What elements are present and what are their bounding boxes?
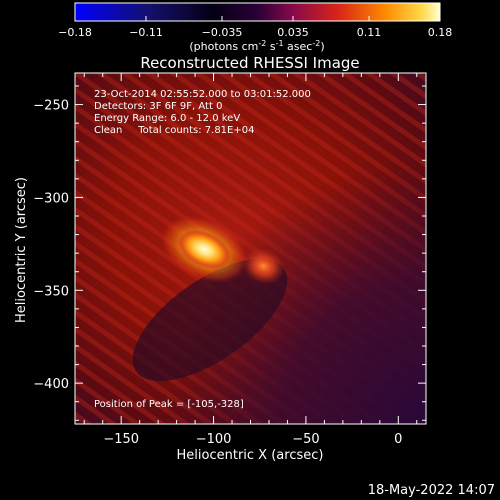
- heatmap-image: [75, 73, 426, 424]
- colorbar-tick-label: −0.11: [129, 26, 163, 39]
- y-axis-ticks: −250 −300 −350 −400: [33, 85, 426, 421]
- y-tick-label: −350: [33, 284, 69, 299]
- colorbar-ticks: −0.18 −0.11 −0.035 0.035 0.11 0.18: [58, 16, 452, 39]
- colorbar-tick-label: 0.11: [357, 26, 382, 39]
- annotation-line: Detectors: 3F 6F 9F, Att 0: [94, 101, 222, 112]
- colorbar: −0.18 −0.11 −0.035 0.035 0.11 0.18 (photons c…: [58, 2, 452, 53]
- heatmap-dark-band: [132, 258, 288, 382]
- x-tick-label: −50: [292, 432, 319, 447]
- colorbar-tick-label: −0.035: [202, 26, 243, 39]
- annotation-block: 23-Oct-2014 02:55:52.000 to 03:01:52.000…: [94, 89, 311, 136]
- colorbar-tick-label: −0.18: [58, 26, 92, 39]
- annotation-line: Clean Total counts: 7.81E+04: [94, 125, 254, 136]
- y-tick-label: −300: [33, 191, 69, 206]
- annotation-line: Energy Range: 6.0 - 12.0 keV: [94, 113, 240, 124]
- y-tick-label: −400: [33, 377, 69, 392]
- colorbar-tick-label: 0.035: [277, 26, 309, 39]
- annotation-line: 23-Oct-2014 02:55:52.000 to 03:01:52.000: [94, 89, 311, 100]
- colorbar-unit-label: (photons cm-2 s-1 asec-2): [189, 39, 324, 53]
- peak-position-label: Position of Peak = [-105,-328]: [94, 399, 244, 410]
- y-axis-label: Heliocentric Y (arcsec): [14, 177, 29, 323]
- chart-title: Reconstructed RHESSI Image: [140, 54, 359, 72]
- x-axis-ticks: −150 −100 −50 0: [83, 73, 418, 447]
- emission-source: [249, 254, 278, 278]
- y-tick-label: −250: [33, 99, 69, 114]
- x-axis-label: Heliocentric X (arcsec): [177, 448, 324, 463]
- x-tick-label: 0: [394, 432, 402, 447]
- colorbar-gradient: [74, 2, 441, 22]
- emission-sources: [160, 216, 286, 285]
- timestamp: 18-May-2022 14:07: [368, 483, 495, 498]
- x-tick-label: −150: [103, 432, 139, 447]
- x-tick-label: −100: [196, 432, 232, 447]
- colorbar-tick-label: 0.18: [428, 26, 453, 39]
- emission-source: [177, 230, 231, 269]
